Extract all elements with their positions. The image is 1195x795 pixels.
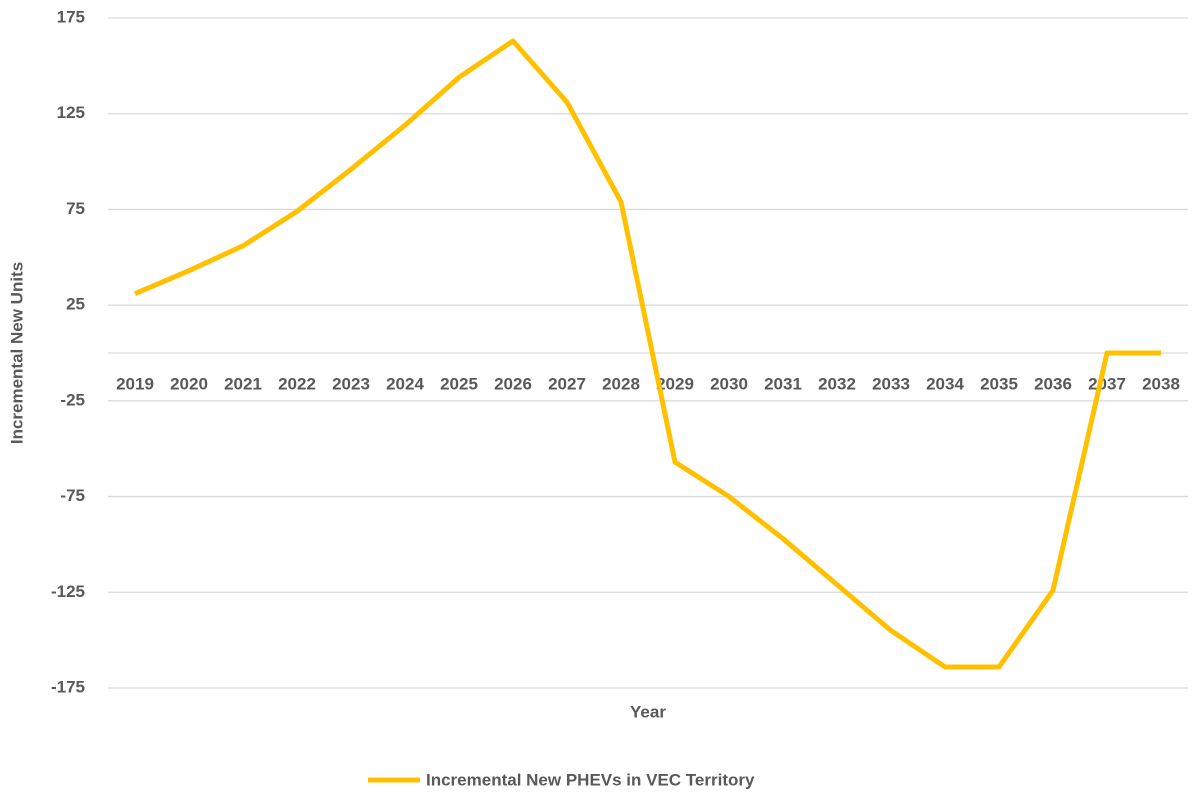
y-tick-label: 75 bbox=[66, 199, 85, 218]
x-tick-label: 2033 bbox=[872, 374, 910, 393]
y-axis-title: Incremental New Units bbox=[7, 262, 26, 444]
x-tick-label: 2031 bbox=[764, 374, 802, 393]
x-tick-label: 2024 bbox=[386, 374, 424, 393]
y-tick-label: 175 bbox=[57, 7, 85, 26]
x-axis-title: Year bbox=[630, 702, 666, 721]
y-tick-label: -125 bbox=[51, 582, 85, 601]
x-tick-label: 2029 bbox=[656, 374, 694, 393]
x-tick-label: 2032 bbox=[818, 374, 856, 393]
x-tick-label: 2019 bbox=[116, 374, 154, 393]
y-tick-label: -175 bbox=[51, 677, 85, 696]
x-tick-label: 2022 bbox=[278, 374, 316, 393]
x-tick-label: 2035 bbox=[980, 374, 1018, 393]
y-tick-label: 25 bbox=[66, 295, 85, 314]
y-tick-label: 125 bbox=[57, 103, 85, 122]
x-tick-label: 2034 bbox=[926, 374, 964, 393]
series-line bbox=[134, 38, 1161, 670]
x-tick-label: 2021 bbox=[224, 374, 262, 393]
x-tick-label: 2023 bbox=[332, 374, 370, 393]
y-tick-label: -25 bbox=[60, 390, 85, 409]
x-tick-label: 2025 bbox=[440, 374, 478, 393]
x-tick-label: 2026 bbox=[494, 374, 532, 393]
x-tick-label: 2038 bbox=[1142, 374, 1180, 393]
x-tick-label: 2027 bbox=[548, 374, 586, 393]
x-tick-label: 2020 bbox=[170, 374, 208, 393]
x-tick-label: 2030 bbox=[710, 374, 748, 393]
x-tick-label: 2036 bbox=[1034, 374, 1072, 393]
x-tick-label: 2037 bbox=[1088, 374, 1126, 393]
x-tick-label: 2028 bbox=[602, 374, 640, 393]
y-tick-label: -75 bbox=[60, 486, 85, 505]
legend-label: Incremental New PHEVs in VEC Territory bbox=[426, 770, 755, 789]
